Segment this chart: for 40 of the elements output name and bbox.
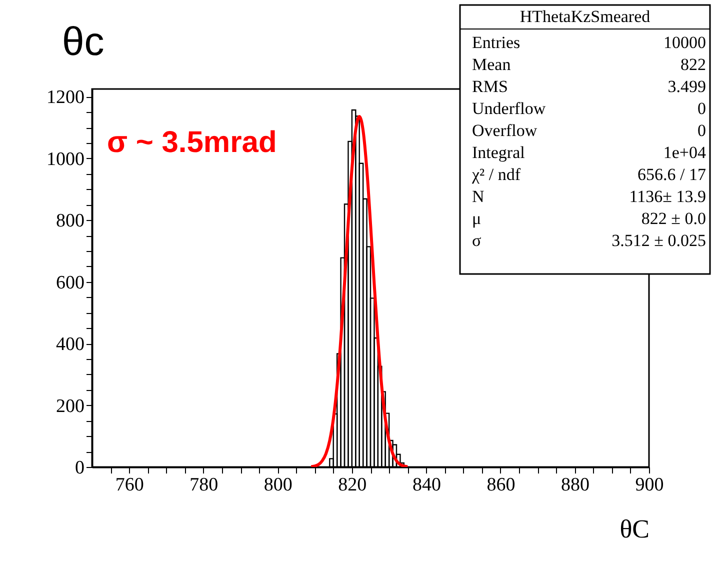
y-tick-label: 1200 bbox=[46, 87, 84, 108]
y-tick-label: 600 bbox=[56, 272, 84, 294]
y-tick-label: 1000 bbox=[46, 148, 84, 170]
x-axis-title: θC bbox=[620, 514, 650, 544]
x-tick-label: 900 bbox=[635, 474, 664, 496]
x-tick-label: 760 bbox=[115, 474, 144, 496]
annotation: RMS bbox=[472, 77, 508, 96]
text: 0 bbox=[698, 121, 706, 140]
annotation: σ ~ 3.5mrad bbox=[107, 126, 277, 159]
text: Mean bbox=[472, 55, 512, 74]
y-tick-label: 200 bbox=[56, 396, 84, 417]
annotation: 656.6 / 17 bbox=[638, 165, 706, 184]
annotation: 822 ± 0.0 bbox=[641, 209, 706, 228]
text: Entries bbox=[472, 33, 520, 52]
annotation: σ bbox=[472, 231, 482, 250]
x-tick-label: 880 bbox=[560, 474, 590, 496]
annotation: 1136± 13.9 bbox=[629, 187, 706, 206]
annotation: N bbox=[472, 187, 484, 206]
text: 0 bbox=[698, 99, 706, 118]
annotation: Overflow bbox=[472, 121, 538, 140]
text: 822 bbox=[680, 55, 706, 74]
x-tick-label: 840 bbox=[412, 474, 441, 496]
y-tick-label: 800 bbox=[56, 210, 84, 232]
x-tick-label: 780 bbox=[190, 474, 218, 496]
text: 10000 bbox=[664, 33, 706, 52]
chart-title: θc bbox=[62, 20, 104, 64]
text: 1e+04 bbox=[663, 143, 706, 162]
text: HThetaKzSmeared bbox=[520, 7, 651, 26]
y-tick-label: 400 bbox=[56, 334, 84, 356]
y-tick-label: 0 bbox=[75, 458, 84, 478]
annotation: Underflow bbox=[472, 99, 546, 118]
annotation: χ² / ndf bbox=[471, 165, 521, 184]
text: 3.499 bbox=[668, 77, 706, 96]
x-tick-label: 820 bbox=[338, 474, 367, 496]
x-tick-label: 800 bbox=[264, 474, 292, 496]
annotation: 3.512 ± 0.025 bbox=[612, 231, 706, 250]
annotation: Integral bbox=[472, 143, 526, 162]
annotation: μ bbox=[472, 209, 482, 228]
x-tick-label: 860 bbox=[486, 474, 516, 496]
line-series bbox=[310, 114, 410, 467]
